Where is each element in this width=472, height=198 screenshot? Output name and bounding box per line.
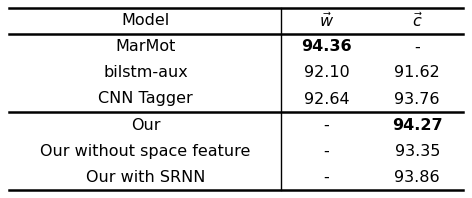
Text: 93.35: 93.35 [395, 144, 440, 159]
Text: 94.36: 94.36 [301, 39, 352, 54]
Text: -: - [324, 144, 329, 159]
Text: Model: Model [121, 13, 169, 29]
Text: Our: Our [131, 118, 160, 132]
Text: 91.62: 91.62 [395, 66, 440, 80]
Text: 93.86: 93.86 [395, 169, 440, 185]
Text: $\vec{c}$: $\vec{c}$ [412, 12, 423, 30]
Text: $\vec{w}$: $\vec{w}$ [319, 12, 334, 30]
Text: 92.64: 92.64 [304, 91, 349, 107]
Text: MarMot: MarMot [115, 39, 176, 54]
Text: 93.76: 93.76 [395, 91, 440, 107]
Text: 94.27: 94.27 [392, 118, 443, 132]
Text: 92.10: 92.10 [304, 66, 349, 80]
Text: CNN Tagger: CNN Tagger [98, 91, 193, 107]
Text: -: - [414, 39, 420, 54]
Text: Our with SRNN: Our with SRNN [86, 169, 205, 185]
Text: -: - [324, 169, 329, 185]
Text: Our without space feature: Our without space feature [40, 144, 251, 159]
Text: -: - [324, 118, 329, 132]
Text: bilstm-aux: bilstm-aux [103, 66, 188, 80]
